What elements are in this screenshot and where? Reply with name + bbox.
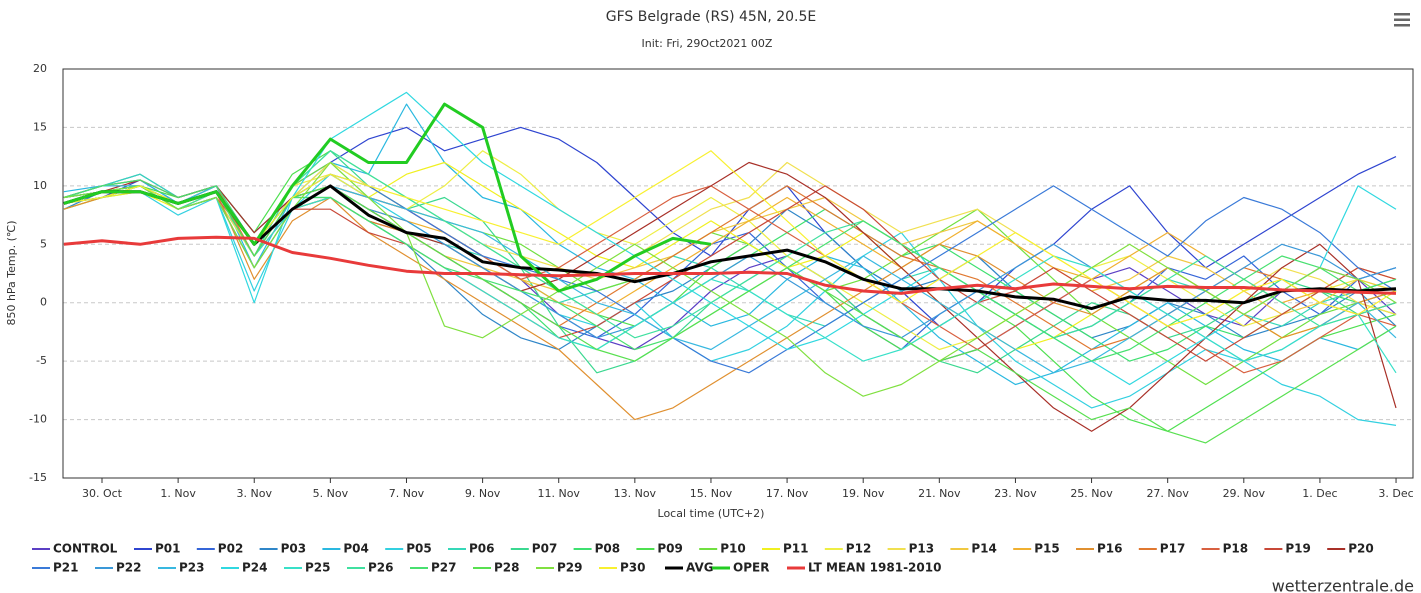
x-tick-label: 3. Dec [1378,487,1413,500]
series-line [63,184,1397,311]
series-line [63,150,1397,327]
menu-icon[interactable] [1394,13,1410,27]
x-tick-label: 29. Nov [1223,487,1266,500]
x-tick-label: 30. Oct [82,487,123,500]
y-tick-label: 20 [33,62,47,75]
x-tick-label: 19. Nov [842,487,885,500]
legend-label: P13 [909,542,935,556]
series-line [63,161,1397,397]
legend-label: P12 [846,542,872,556]
legend-label: LT MEAN 1981-2010 [808,561,941,575]
legend-label: P27 [431,561,457,575]
legend-label: P17 [1160,542,1186,556]
legend-label: P07 [532,542,558,556]
x-tick-label: 21. Nov [918,487,961,500]
legend-label: P01 [155,542,181,556]
credit: wetterzentrale.de [1272,577,1414,593]
y-tick-label: -5 [36,354,47,367]
legend-label: P04 [343,542,369,556]
series-line [63,103,1397,386]
plot-border [62,68,1414,479]
x-tick-label: 15. Nov [690,487,733,500]
legend-label: P15 [1034,542,1060,556]
legend-label: P16 [1097,542,1123,556]
legend-label: P03 [281,542,307,556]
legend-label: P24 [242,561,268,575]
y-tick-label: -15 [29,471,47,484]
x-tick-label: 17. Nov [766,487,809,500]
legend-label: P19 [1285,542,1311,556]
y-axis-label: 850 hPa Temp. (℃) [5,220,18,325]
legend-label: OPER [733,561,769,575]
legend-label: P22 [116,561,142,575]
x-tick-label: 3. Nov [237,487,273,500]
x-axis-label: Local time (UTC+2) [658,507,765,520]
series-line [63,150,1397,432]
x-tick-label: 13. Nov [614,487,657,500]
x-tick-label: 1. Nov [160,487,196,500]
x-tick-label: 7. Nov [389,487,425,500]
x-tick-label: 23. Nov [994,487,1037,500]
legend-label: P25 [305,561,331,575]
x-tick-label: 1. Dec [1302,487,1337,500]
y-tick-label: 0 [40,296,47,309]
y-tick-label: -10 [29,413,47,426]
x-tick-label: 9. Nov [465,487,501,500]
series-line [63,161,1397,432]
legend-label: P10 [720,542,746,556]
legend-label: CONTROL [53,542,118,556]
legend-label: P05 [406,542,432,556]
legend-label: P11 [783,542,809,556]
legend-label: P08 [595,542,621,556]
legend-label: P21 [53,561,79,575]
legend-label: P30 [620,561,646,575]
series-line [63,173,1397,426]
legend-label: P14 [971,542,997,556]
legend-label: P23 [179,561,205,575]
legend-label: P20 [1348,542,1374,556]
legend-label: P02 [218,542,244,556]
legend-label: P28 [494,561,520,575]
x-tick-label: 11. Nov [537,487,580,500]
legend-label: P06 [469,542,495,556]
chart-subtitle: Init: Fri, 29Oct2021 00Z [642,37,773,50]
x-tick-label: 25. Nov [1070,487,1113,500]
y-tick-label: 15 [33,120,47,133]
series-line [63,235,1397,295]
x-tick-label: 5. Nov [313,487,349,500]
legend-label: P09 [657,542,683,556]
legend-label: P26 [368,561,394,575]
legend-label: AVG [686,561,714,575]
y-tick-label: 5 [40,237,47,250]
legend-label: P18 [1223,542,1249,556]
legend-label: P29 [557,561,583,575]
x-tick-label: 27. Nov [1146,487,1189,500]
chart-title: GFS Belgrade (RS) 45N, 20.5E [606,9,816,25]
y-tick-label: 10 [33,179,47,192]
